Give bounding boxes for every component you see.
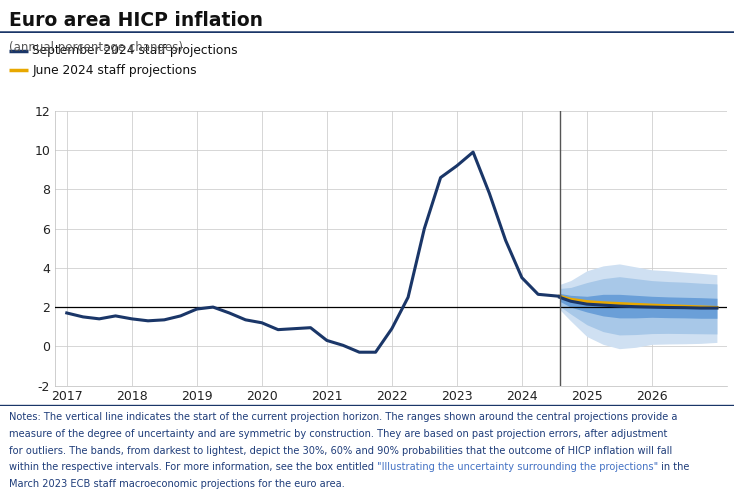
Text: March 2023 ECB staff macroeconomic projections for the euro area.: March 2023 ECB staff macroeconomic proje… xyxy=(9,479,345,489)
Text: September 2024 staff projections: September 2024 staff projections xyxy=(32,44,238,57)
Text: June 2024 staff projections: June 2024 staff projections xyxy=(32,64,197,77)
Text: "Illustrating the uncertainty surrounding the projections": "Illustrating the uncertainty surroundin… xyxy=(377,462,658,472)
Text: for outliers. The bands, from darkest to lightest, depict the 30%, 60% and 90% p: for outliers. The bands, from darkest to… xyxy=(9,446,672,456)
Text: Euro area HICP inflation: Euro area HICP inflation xyxy=(9,11,263,30)
Text: in the: in the xyxy=(658,462,689,472)
Text: Notes: The vertical line indicates the start of the current projection horizon. : Notes: The vertical line indicates the s… xyxy=(9,412,677,422)
Text: (annual percentage changes): (annual percentage changes) xyxy=(9,41,183,54)
Text: within the respective intervals. For more information, see the box entitled: within the respective intervals. For mor… xyxy=(9,462,377,472)
Text: measure of the degree of uncertainty and are symmetric by construction. They are: measure of the degree of uncertainty and… xyxy=(9,429,667,439)
